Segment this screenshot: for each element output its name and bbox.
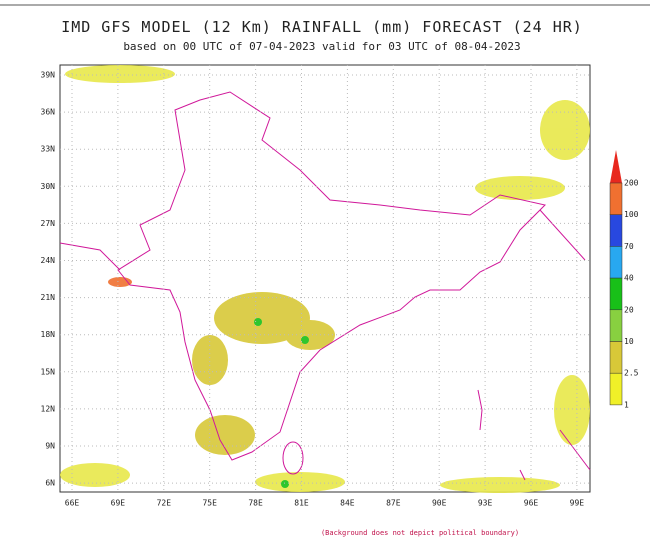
border-line: [59, 209, 591, 471]
lon-label: 72E: [157, 499, 172, 508]
lat-label: 15N: [41, 367, 56, 376]
title: IMD GFS MODEL (12 Km) RAINFALL (mm) FORE…: [61, 18, 583, 36]
legend-swatch: [609, 309, 623, 342]
lon-label: 93E: [478, 499, 493, 508]
legend-swatch: [609, 246, 623, 279]
legend-swatch: [609, 341, 623, 374]
rain-area: [60, 463, 130, 487]
lon-label: 84E: [340, 499, 355, 508]
rain-area: [301, 336, 309, 344]
lat-label: 33N: [41, 145, 56, 154]
lon-label: 87E: [386, 499, 401, 508]
legend-swatch: [609, 214, 623, 247]
rain-area: [475, 176, 565, 200]
rain-area: [254, 318, 262, 326]
lat-label: 9N: [45, 442, 55, 451]
lat-label: 18N: [41, 330, 56, 339]
legend-label: 10: [624, 337, 634, 346]
legend-cap: [610, 150, 622, 183]
country-outline: [117, 91, 546, 461]
rain-area: [281, 480, 289, 488]
legend-swatch: [609, 372, 623, 406]
rain-area: [65, 65, 175, 83]
lon-label: 66E: [65, 499, 80, 508]
legend-label: 100: [624, 210, 639, 219]
lat-label: 30N: [41, 182, 56, 191]
legend-label: 70: [624, 242, 634, 251]
rain-area: [192, 335, 228, 385]
lat-label: 24N: [41, 256, 56, 265]
legend: 200 100 70 40 20 10 2.5 1: [609, 150, 639, 409]
rain-area: [554, 375, 590, 445]
island-outline: [477, 389, 526, 481]
lon-label: 78E: [248, 499, 263, 508]
legend-swatch: [609, 277, 623, 311]
lat-label: 21N: [41, 293, 56, 302]
legend-label: 1: [624, 400, 629, 409]
island-outline: [282, 441, 304, 475]
legend-swatch: [609, 182, 623, 215]
lat-label: 36N: [41, 108, 56, 117]
lat-label: 27N: [41, 219, 56, 228]
lon-label: 99E: [570, 499, 585, 508]
lat-label: 39N: [41, 71, 56, 80]
legend-label: 40: [624, 274, 634, 283]
legend-label: 2.5: [624, 369, 639, 378]
map-frame: [59, 64, 591, 493]
lon-label: 75E: [202, 499, 217, 508]
legend-label: 20: [624, 305, 634, 314]
rain-areas: [60, 65, 590, 493]
lon-label: 96E: [524, 499, 539, 508]
rain-area: [285, 320, 335, 350]
lon-label: 81E: [294, 499, 309, 508]
rain-area: [440, 477, 560, 493]
boundaries: [59, 91, 591, 481]
lon-label: 69E: [111, 499, 126, 508]
rain-area: [108, 277, 132, 287]
footnote: (Background does not depict political bo…: [321, 529, 519, 537]
lat-label: 6N: [45, 479, 55, 488]
rain-area: [255, 472, 345, 492]
lat-label: 12N: [41, 404, 56, 413]
subtitle: based on 00 UTC of 07-04-2023 valid for …: [123, 40, 520, 53]
legend-label: 200: [624, 179, 639, 188]
rain-area: [540, 100, 590, 160]
map-area: 39N 36N 33N 30N 27N 24N 21N 18N 15N 12N 9N 6N 66E 69E…: [41, 64, 591, 508]
lon-label: 90E: [432, 499, 447, 508]
